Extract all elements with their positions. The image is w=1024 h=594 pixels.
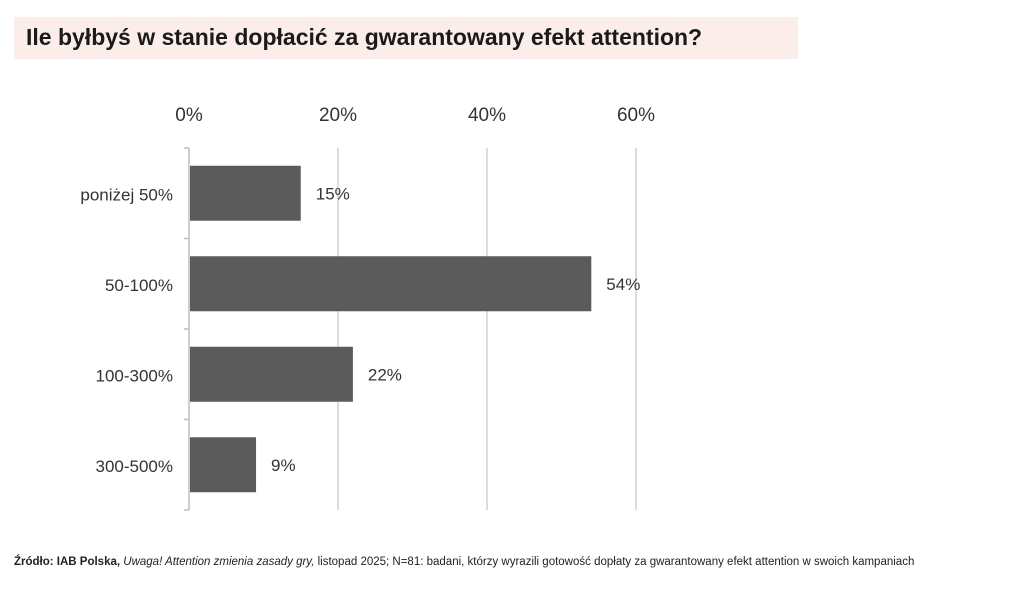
data-label: 22%: [368, 365, 402, 384]
source-label: Źródło: IAB Polska,: [14, 556, 121, 568]
bar: [190, 165, 301, 221]
x-tick-label: 0%: [175, 105, 203, 126]
bar: [190, 346, 353, 402]
page-title: Ile byłbyś w stanie dopłacić za gwaranto…: [26, 24, 703, 50]
title-background: [14, 17, 798, 59]
category-label: 50-100%: [105, 276, 173, 295]
category-label: 100-300%: [95, 366, 173, 385]
bar: [190, 437, 257, 493]
bar-chart: 0% 20% 40% 60% poniżej 50% 15% 50-100% 54% 100-3…: [80, 105, 655, 511]
source-publication: Uwaga! Attention zmienia zasady gry,: [123, 556, 315, 568]
data-label: 15%: [316, 184, 350, 203]
x-tick-label: 60%: [617, 105, 655, 126]
category-label: poniżej 50%: [80, 185, 173, 204]
source-details: listopad 2025; N=81: badani, którzy wyra…: [317, 556, 915, 568]
bar: [190, 256, 592, 312]
x-tick-label: 20%: [319, 105, 357, 126]
x-tick-label: 40%: [468, 105, 506, 126]
category-label: 300-500%: [95, 457, 173, 476]
data-label: 54%: [606, 275, 640, 294]
source-note: Źródło: IAB Polska, Uwaga! Attention zmi…: [14, 556, 914, 568]
data-label: 9%: [271, 456, 296, 475]
